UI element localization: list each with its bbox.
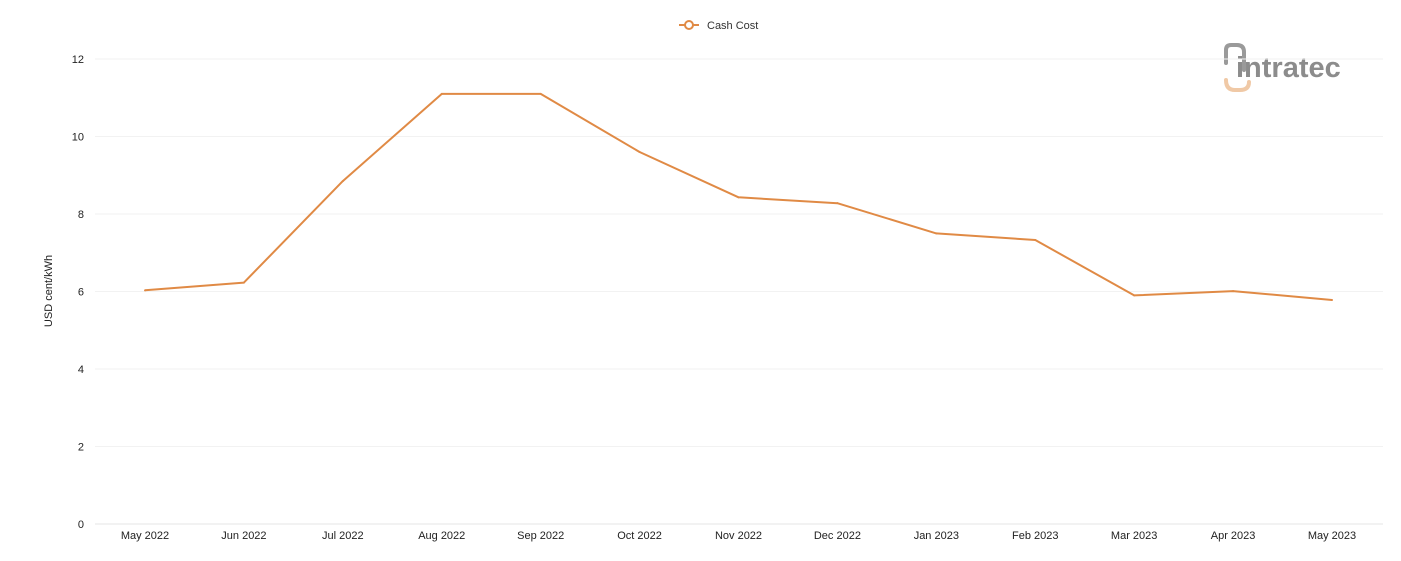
data-point[interactable]	[1331, 299, 1333, 302]
data-point[interactable]	[539, 92, 542, 95]
legend-label: Cash Cost	[707, 20, 758, 32]
data-point[interactable]	[737, 196, 740, 199]
y-tick-label: 6	[78, 287, 84, 299]
x-tick-label: Nov 2022	[715, 530, 762, 542]
data-point[interactable]	[341, 180, 344, 183]
series-cash-cost	[144, 92, 1333, 302]
brand-logo: intratec	[1224, 43, 1341, 92]
data-point[interactable]	[1232, 290, 1235, 293]
x-tick-label: May 2023	[1308, 530, 1356, 542]
y-tick-label: 12	[72, 54, 84, 66]
legend-marker-icon	[684, 20, 694, 30]
y-tick-label: 2	[78, 442, 84, 454]
data-point[interactable]	[1133, 294, 1136, 297]
x-tick-label: Jul 2022	[322, 530, 364, 542]
x-tick-label: Jun 2022	[221, 530, 266, 542]
intratec-logo-icon	[1224, 43, 1251, 92]
logo-wordmark: intratec	[1236, 52, 1341, 84]
x-tick-label: Dec 2022	[814, 530, 861, 542]
x-axis: May 2022 Jun 2022 Jul 2022 Aug 2022 Sep 2022…	[121, 530, 1356, 542]
data-point[interactable]	[638, 151, 641, 153]
y-axis-title: USD cent/kWh	[43, 255, 55, 327]
data-point[interactable]	[144, 289, 146, 292]
data-point[interactable]	[440, 92, 443, 95]
data-point[interactable]	[935, 232, 938, 235]
y-tick-label: 10	[72, 132, 84, 144]
grid-lines	[95, 58, 1383, 525]
y-tick-label: 8	[78, 209, 84, 221]
x-tick-label: Feb 2023	[1012, 530, 1058, 542]
y-tick-label: 4	[78, 364, 84, 376]
x-tick-label: May 2022	[121, 530, 169, 542]
y-axis: 0 2 4 6 8 10 12	[72, 54, 84, 531]
x-tick-label: Jan 2023	[914, 530, 959, 542]
x-tick-label: Sep 2022	[517, 530, 564, 542]
data-point[interactable]	[836, 202, 839, 205]
x-tick-label: Apr 2023	[1211, 530, 1256, 542]
data-point[interactable]	[242, 281, 245, 284]
data-point[interactable]	[1034, 238, 1037, 241]
x-tick-label: Oct 2022	[617, 530, 662, 542]
y-tick-label: 0	[78, 519, 84, 531]
x-tick-label: Aug 2022	[418, 530, 465, 542]
x-tick-label: Mar 2023	[1111, 530, 1157, 542]
chart-legend[interactable]: Cash Cost	[679, 20, 758, 32]
